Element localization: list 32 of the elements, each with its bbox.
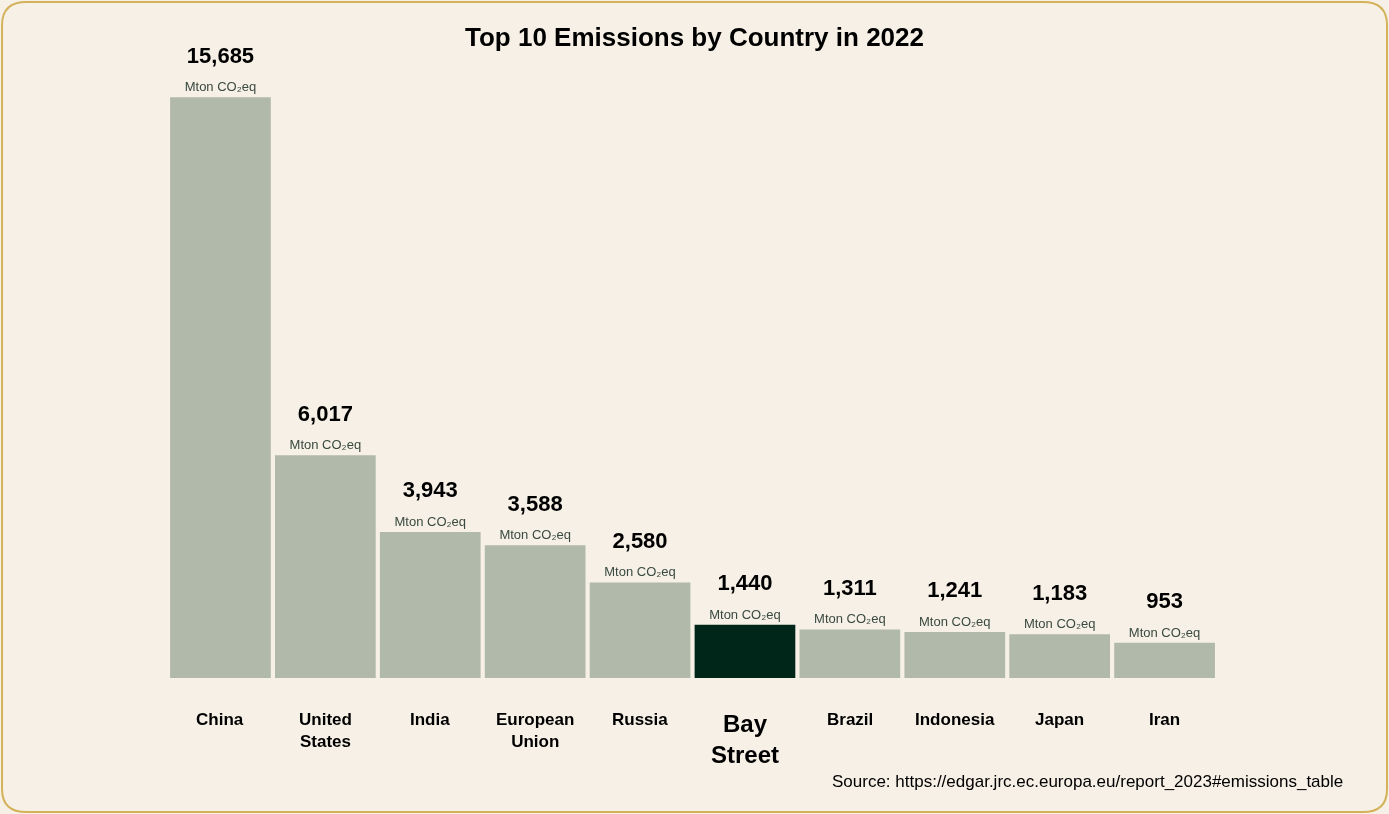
bar bbox=[170, 97, 271, 678]
source-note: Source: https://edgar.jrc.ec.europa.eu/report_2023#emissions_table bbox=[832, 772, 1344, 791]
data-label: 3,588 Mton CO₂eq bbox=[499, 490, 571, 543]
chart-title: Top 10 Emissions by Country in 2022 bbox=[465, 21, 924, 52]
x-tick-label: Indonesia bbox=[915, 710, 995, 729]
x-tick-label: Iran bbox=[1149, 710, 1181, 729]
x-tick-label: Brazil bbox=[827, 710, 874, 729]
bar bbox=[1114, 642, 1215, 678]
bar bbox=[694, 624, 796, 678]
x-tick-label: India bbox=[410, 710, 451, 729]
data-label: 1,183 Mton CO₂eq bbox=[1023, 579, 1096, 632]
x-tick-label: Japan bbox=[1035, 710, 1085, 729]
x-tick-label: China bbox=[196, 710, 244, 729]
bar bbox=[904, 632, 1006, 678]
data-label: 1,311 Mton CO₂eq bbox=[814, 574, 886, 627]
x-tick-label: Russia bbox=[612, 710, 669, 729]
data-label: 6,017 Mton CO₂eq bbox=[289, 400, 362, 453]
bar bbox=[275, 455, 376, 678]
bar bbox=[799, 629, 901, 678]
bar bbox=[1009, 634, 1111, 678]
bar bbox=[379, 531, 481, 678]
bar bbox=[589, 582, 691, 678]
bar bbox=[484, 545, 586, 678]
x-tick-label: European Union bbox=[496, 710, 575, 752]
data-label: 2,580 Mton CO₂eq bbox=[604, 527, 676, 580]
data-label: 1,440 Mton CO₂eq bbox=[709, 570, 781, 622]
x-tick-label: Bay Street bbox=[711, 710, 780, 769]
data-label: 15,685 Mton CO₂eq bbox=[184, 42, 257, 95]
data-label: 3,943 Mton CO₂eq bbox=[394, 477, 467, 529]
x-tick-label: United States bbox=[299, 710, 352, 752]
data-label: 1,241 Mton CO₂eq bbox=[919, 577, 991, 630]
data-label: 953 Mton CO₂eq bbox=[1128, 588, 1201, 640]
